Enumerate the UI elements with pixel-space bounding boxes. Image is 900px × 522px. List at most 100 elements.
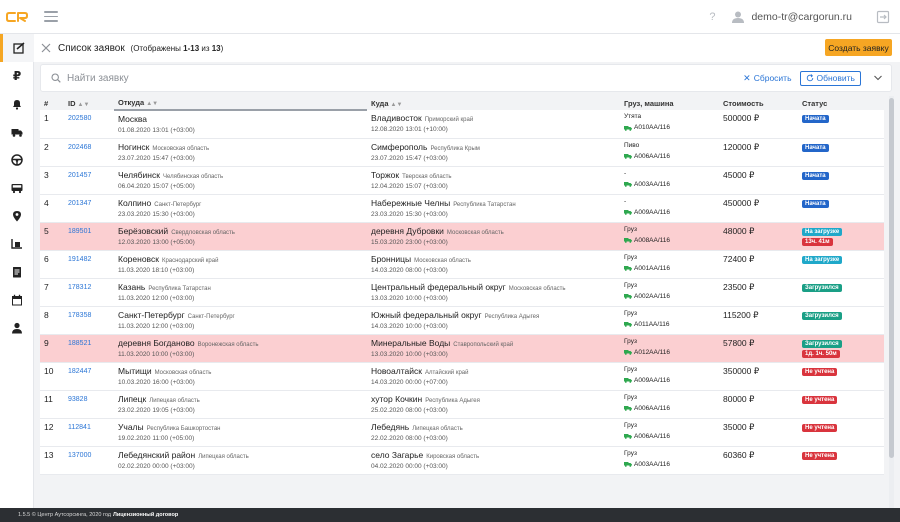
order-id-link[interactable]: 202468 [68, 143, 92, 151]
search-input[interactable] [67, 72, 667, 84]
to-datetime: 23.07.2020 15:47 (+03:00) [371, 154, 448, 162]
col-id[interactable]: ID ▲▼ [64, 96, 114, 110]
order-id-link[interactable]: 178358 [68, 311, 92, 319]
table-row[interactable]: 4 201347 Колпино Санкт-Петербург 23.03.2020 … [40, 194, 884, 222]
main-content: Список заявок (Отображены 1-13 из 13) Со… [34, 34, 900, 508]
to-datetime: 04.02.2020 00:00 (+03:00) [371, 462, 448, 470]
col-from[interactable]: Откуда ▲▼ [114, 96, 367, 111]
to-datetime: 22.02.2020 08:00 (+03:00) [371, 434, 448, 442]
table-row[interactable]: 6 191482 Кореновск Краснодарский край 11.03.… [40, 250, 884, 278]
from-region: Санкт-Петербург [154, 201, 202, 208]
order-id-link[interactable]: 191482 [68, 255, 92, 263]
from-datetime: 23.02.2020 19:05 (+03:00) [118, 406, 195, 414]
row-number: 9 [44, 337, 49, 348]
row-number: 2 [44, 141, 49, 152]
to-city: Бронницы [371, 253, 412, 264]
to-region: Ставропольский край [453, 341, 514, 348]
status-cell: Начата [798, 110, 884, 138]
table-row[interactable]: 8 178358 Санкт-Петербург Санкт-Петербург 11.… [40, 306, 884, 334]
table-row[interactable]: 1 202580 Москва 01.08.2020 13:01 (+03:00) Вл… [40, 110, 884, 138]
row-number: 4 [44, 197, 49, 208]
scrollbar-thumb[interactable] [889, 98, 894, 458]
table-row[interactable]: 10 182447 Мытищи Московская область 10.03.20… [40, 362, 884, 390]
cargo-name: Груз [624, 393, 637, 401]
order-id-link[interactable]: 182447 [68, 367, 92, 375]
bus-icon [11, 184, 23, 194]
to-city: Симферополь [371, 141, 428, 152]
table-row[interactable]: 11 93828 Липецк Липецкая область 23.02.2020 … [40, 390, 884, 418]
cargo-cell: Груз А012АА/116 [620, 334, 719, 362]
reset-button[interactable]: ✕ Сбросить [743, 73, 791, 84]
table-row[interactable]: 13 137000 Лебедянский район Липецкая област… [40, 446, 884, 474]
sidebar-item-locations[interactable] [0, 202, 34, 230]
sidebar-item-orders[interactable] [0, 34, 34, 62]
close-icon[interactable] [41, 43, 51, 53]
from-cell: Казань Республика Татарстан 11.03.2020 12:… [114, 278, 367, 306]
order-id-link[interactable]: 201347 [68, 199, 92, 207]
sidebar-item-users[interactable] [0, 314, 34, 342]
chevron-down-icon[interactable] [873, 73, 883, 83]
cargo-cell: Груз А009АА/116 [620, 362, 719, 390]
order-id-link[interactable]: 188521 [68, 339, 92, 347]
sidebar-item-transport[interactable] [0, 174, 34, 202]
sidebar-item-warehouse[interactable] [0, 230, 34, 258]
order-id-link[interactable]: 112841 [68, 423, 91, 431]
sidebar-item-drivers[interactable] [0, 146, 34, 174]
scrollbar[interactable] [889, 96, 894, 508]
sidebar-item-schedule[interactable] [0, 286, 34, 314]
to-cell: Бронницы Московская область 14.03.2020 08:… [367, 250, 620, 278]
sidebar-item-trucks[interactable] [0, 118, 34, 146]
order-id-link[interactable]: 93828 [68, 395, 88, 403]
cargo-cell: - А003АА/116 [620, 166, 719, 194]
to-datetime: 13.03.2020 10:00 (+03:00) [371, 294, 448, 302]
logout-icon[interactable] [876, 10, 890, 24]
table-row[interactable]: 2 202468 Ногинск Московская область 23.07.20… [40, 138, 884, 166]
from-cell: Колпино Санкт-Петербург 23.03.2020 15:30 (… [114, 194, 367, 222]
from-region: Липецкая область [149, 397, 200, 404]
status-badge: Не учтена [802, 451, 838, 460]
order-id-link[interactable]: 137000 [68, 451, 92, 459]
cargo-cell: - А009АА/116 [620, 194, 719, 222]
table-row[interactable]: 5 189501 Берёзовский Свердловская область 12… [40, 222, 884, 250]
col-price: Стоимость [723, 98, 764, 108]
vehicle-plate: А006АА/116 [634, 404, 671, 412]
create-order-button[interactable]: Создать заявку [825, 39, 892, 56]
col-to[interactable]: Куда ▲▼ [367, 96, 620, 110]
status-badge: На загрузке [802, 227, 843, 236]
vehicle-plate: А002АА/116 [634, 292, 671, 300]
sidebar-item-notifications[interactable] [0, 90, 34, 118]
order-id-link[interactable]: 201457 [68, 171, 92, 179]
price-cell: 500000 ₽ [723, 113, 760, 123]
order-id-link[interactable]: 202580 [68, 115, 92, 122]
display-count: (Отображены 1-13 из 13) [131, 44, 224, 53]
table-row[interactable]: 9 188521 деревня Богданово Воронежская обла… [40, 334, 884, 362]
order-id-link[interactable]: 189501 [68, 227, 92, 235]
table-row[interactable]: 12 112841 Учалы Республика Башкортостан 19.0… [40, 418, 884, 446]
status-cell: Загрузился 1д. 1ч. 50м [798, 334, 884, 362]
from-datetime: 02.02.2020 00:00 (+03:00) [118, 462, 195, 470]
status-cell: Начата [798, 166, 884, 194]
table-row[interactable]: 3 201457 Челябинск Челябинская область 06.04… [40, 166, 884, 194]
price-cell: 23500 ₽ [723, 281, 755, 292]
from-city: Казань [118, 281, 146, 292]
refresh-button[interactable]: Обновить [799, 70, 861, 86]
cargo-name: Груз [624, 365, 637, 373]
order-id-link[interactable]: 178312 [68, 283, 92, 291]
status-cell: Не учтена [798, 418, 884, 446]
from-cell: Москва 01.08.2020 13:01 (+03:00) [114, 110, 367, 138]
hamburger-menu-icon[interactable] [44, 0, 58, 34]
table-row[interactable]: 7 178312 Казань Республика Татарстан 11.03.2… [40, 278, 884, 306]
price-cell: 80000 ₽ [723, 393, 755, 404]
to-cell: хутор Кочкин Республика Адыгея 25.02.2020 … [367, 390, 620, 418]
sidebar-item-documents[interactable] [0, 258, 34, 286]
cargorun-logo[interactable] [0, 0, 34, 34]
user-email[interactable]: demo-tr@cargorun.ru [751, 10, 852, 23]
to-datetime: 12.08.2020 13:01 (+10:00) [371, 126, 448, 133]
help-icon[interactable]: ? [709, 10, 716, 23]
from-city: Колпино [118, 197, 152, 208]
sidebar-item-finance[interactable]: ₽ [0, 62, 34, 90]
table-header-row: # ID ▲▼ Откуда ▲▼ Куда ▲▼ Груз, машина Стои… [40, 96, 884, 111]
vehicle-plate: А010АА/116 [634, 124, 671, 131]
license-link[interactable]: Лицензионный договор [113, 512, 179, 518]
user-avatar-icon[interactable] [731, 10, 745, 24]
